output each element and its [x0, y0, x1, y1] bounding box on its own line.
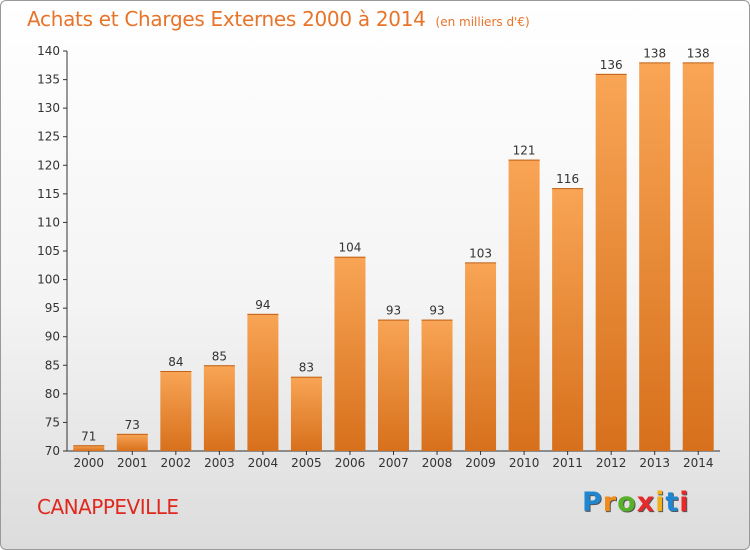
x-tick-label: 2005	[291, 456, 322, 470]
data-label: 138	[687, 46, 710, 60]
y-tick-label: 135	[37, 73, 60, 87]
data-label: 103	[469, 246, 492, 260]
x-tick-label: 2008	[422, 456, 453, 470]
data-label: 94	[255, 298, 270, 312]
data-label: 71	[81, 429, 96, 443]
bar	[682, 62, 714, 452]
logo-letter: i	[679, 487, 690, 518]
data-label: 136	[600, 58, 623, 72]
bar	[639, 62, 671, 452]
y-tick-label: 120	[37, 158, 60, 172]
x-tick-label: 2000	[73, 456, 104, 470]
commune-name: CANAPPEVILLE	[37, 495, 179, 519]
y-tick-label: 100	[37, 273, 60, 287]
data-label: 83	[299, 361, 314, 375]
data-label: 138	[643, 46, 666, 60]
y-tick-label: 140	[37, 44, 60, 58]
logo-letter: r	[602, 487, 618, 518]
bar	[508, 159, 540, 452]
data-label: 84	[168, 355, 183, 369]
data-label: 73	[125, 418, 140, 432]
data-label: 93	[386, 304, 401, 318]
x-tick-label: 2013	[639, 456, 670, 470]
x-tick-label: 2012	[596, 456, 627, 470]
logo-letter: i	[655, 487, 666, 518]
x-tick-label: 2010	[509, 456, 540, 470]
chart-unit: (en milliers d'€)	[435, 15, 530, 29]
bar	[421, 319, 453, 451]
bar	[203, 365, 235, 451]
x-tick-label: 2014	[683, 456, 714, 470]
y-tick-label: 110	[37, 215, 60, 229]
data-label: 85	[212, 349, 227, 363]
data-label: 93	[429, 304, 444, 318]
data-label: 116	[556, 172, 579, 186]
x-tick-label: 2002	[161, 456, 192, 470]
logo-letter: P	[582, 487, 603, 518]
bar	[334, 256, 366, 451]
bar	[247, 313, 279, 451]
y-tick-label: 70	[45, 444, 60, 458]
y-tick-label: 105	[37, 244, 60, 258]
y-tick-label: 130	[37, 101, 60, 115]
logo-letter: o	[617, 487, 637, 518]
chart-title-text: Achats et Charges Externes 2000 à 2014	[27, 7, 426, 31]
y-tick-label: 75	[45, 415, 60, 429]
x-tick-label: 2011	[552, 456, 583, 470]
bar	[116, 433, 148, 451]
bar	[465, 262, 497, 451]
x-tick-label: 2001	[117, 456, 148, 470]
x-tick-label: 2003	[204, 456, 235, 470]
y-tick-label: 85	[45, 358, 60, 372]
data-label: 104	[339, 241, 362, 255]
bar	[290, 376, 322, 451]
y-tick-label: 115	[37, 187, 60, 201]
x-tick-label: 2004	[248, 456, 279, 470]
logo-letter: t	[665, 487, 680, 518]
y-tick-label: 80	[45, 387, 60, 401]
bar	[552, 188, 584, 451]
x-tick-label: 2007	[378, 456, 409, 470]
y-tick-label: 90	[45, 330, 60, 344]
data-label: 121	[513, 144, 536, 158]
y-tick-label: 95	[45, 301, 60, 315]
proxiti-logo: Proxiti	[582, 487, 690, 518]
bar	[73, 445, 105, 451]
x-tick-label: 2009	[465, 456, 496, 470]
y-tick-label: 125	[37, 130, 60, 144]
chart-title: Achats et Charges Externes 2000 à 2014 (e…	[27, 7, 530, 31]
bar	[595, 73, 627, 451]
bar	[378, 319, 409, 451]
bar	[160, 371, 192, 451]
logo-letter: x	[636, 487, 656, 518]
x-tick-label: 2006	[335, 456, 366, 470]
